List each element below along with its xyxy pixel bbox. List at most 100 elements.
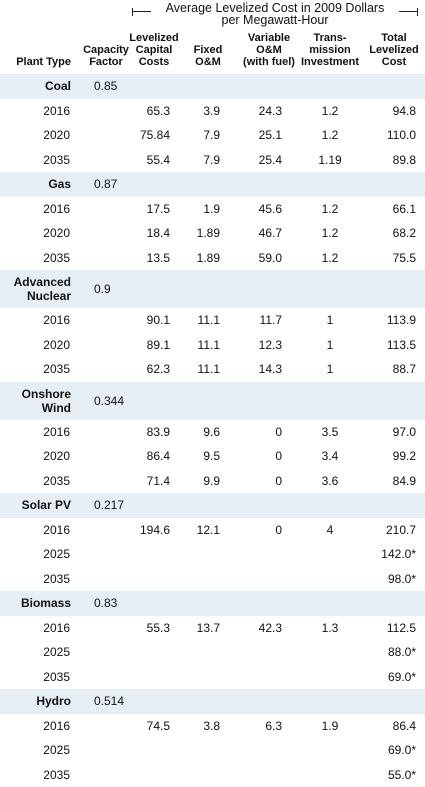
variable-om-cell: 24.3 — [250, 99, 282, 124]
fixed-om-cell: 7.9 — [186, 148, 220, 173]
year-cell: 2016 — [0, 616, 70, 641]
capital-cost-cell: 71.4 — [130, 469, 170, 494]
variable-om-cell — [250, 640, 282, 665]
fixed-om-cell — [186, 542, 220, 567]
capital-cost-cell: 65.3 — [130, 99, 170, 124]
total-cost-cell: 75.5 — [380, 246, 416, 271]
capital-cost-cell: 86.4 — [130, 444, 170, 469]
year-cell: 2035 — [0, 567, 70, 592]
fixed-om-cell — [186, 567, 220, 592]
capital-cost-cell: 62.3 — [130, 357, 170, 382]
plant-type-name: Hydro — [0, 689, 71, 714]
span-header-title: Average Levelized Cost in 2009 Dollars p… — [151, 2, 399, 26]
fixed-om-cell: 3.9 — [186, 99, 220, 124]
variable-om-cell: 0 — [250, 444, 282, 469]
plant-type-name: Biomass — [0, 591, 71, 616]
year-cell: 2016 — [0, 308, 70, 333]
total-cost-cell: 88.7 — [380, 357, 416, 382]
variable-om-cell: 42.3 — [250, 616, 282, 641]
capacity-factor-value: 0.85 — [94, 74, 134, 99]
total-cost-cell: 97.0 — [380, 420, 416, 445]
variable-om-cell: 0 — [250, 518, 282, 543]
year-cell: 2035 — [0, 148, 70, 173]
capacity-factor-value: 0.344 — [94, 382, 134, 420]
variable-om-cell: 12.3 — [250, 333, 282, 358]
variable-om-cell: 14.3 — [250, 357, 282, 382]
transmission-cell: 1.2 — [310, 99, 350, 124]
capital-cost-cell: 83.9 — [130, 420, 170, 445]
fixed-om-cell: 1.89 — [186, 221, 220, 246]
year-cell: 2035 — [0, 763, 70, 787]
capital-cost-cell — [130, 640, 170, 665]
year-cell: 2016 — [0, 197, 70, 222]
variable-om-cell: 0 — [250, 420, 282, 445]
capacity-factor-value: 0.217 — [94, 493, 134, 518]
year-cell: 2035 — [0, 246, 70, 271]
capital-cost-cell: 89.1 — [130, 333, 170, 358]
category-row: Gas 0.87 — [0, 172, 425, 197]
year-cell: 2016 — [0, 420, 70, 445]
fixed-om-cell: 1.89 — [186, 246, 220, 271]
variable-om-cell — [250, 542, 282, 567]
capital-cost-cell: 194.6 — [130, 518, 170, 543]
span-header: Average Levelized Cost in 2009 Dollars p… — [132, 2, 418, 28]
capital-cost-cell — [130, 763, 170, 787]
total-cost-cell: 69.0* — [380, 665, 416, 690]
year-cell: 2016 — [0, 518, 70, 543]
year-cell: 2035 — [0, 357, 70, 382]
variable-om-cell: 0 — [250, 469, 282, 494]
total-cost-cell: 88.0* — [380, 640, 416, 665]
capacity-factor-value: 0.514 — [94, 689, 134, 714]
transmission-cell — [310, 567, 350, 592]
variable-om-cell: 59.0 — [250, 246, 282, 271]
transmission-cell: 1.2 — [310, 221, 350, 246]
total-cost-cell: 84.9 — [380, 469, 416, 494]
transmission-cell: 1.19 — [310, 148, 350, 173]
total-cost-cell: 89.8 — [380, 148, 416, 173]
variable-om-cell: 45.6 — [250, 197, 282, 222]
plant-type-name: Coal — [0, 74, 71, 99]
column-header-capital-costs: Levelized Capital Costs — [128, 32, 180, 68]
year-cell: 2016 — [0, 714, 70, 739]
variable-om-cell: 46.7 — [250, 221, 282, 246]
fixed-om-cell — [186, 665, 220, 690]
year-cell: 2020 — [0, 123, 70, 148]
fixed-om-cell: 11.1 — [186, 333, 220, 358]
transmission-cell: 1.9 — [310, 714, 350, 739]
transmission-cell — [310, 763, 350, 787]
year-row: 2035 55.0* — [0, 763, 425, 787]
plant-type-name: Gas — [0, 172, 71, 197]
capacity-factor-value: 0.87 — [94, 172, 134, 197]
fixed-om-cell: 11.1 — [186, 357, 220, 382]
fixed-om-cell: 3.8 — [186, 714, 220, 739]
capital-cost-cell: 17.5 — [130, 197, 170, 222]
total-cost-cell: 110.0 — [380, 123, 416, 148]
total-cost-cell: 55.0* — [380, 763, 416, 787]
fixed-om-cell: 11.1 — [186, 308, 220, 333]
transmission-cell: 3.5 — [310, 420, 350, 445]
capital-cost-cell: 18.4 — [130, 221, 170, 246]
levelized-cost-table-page: Average Levelized Cost in 2009 Dollars p… — [0, 0, 425, 759]
total-cost-cell: 112.5 — [380, 616, 416, 641]
total-cost-cell: 210.7 — [380, 518, 416, 543]
year-cell: 2020 — [0, 444, 70, 469]
fixed-om-cell: 7.9 — [186, 123, 220, 148]
variable-om-cell: 6.3 — [250, 714, 282, 739]
capital-cost-cell: 55.3 — [130, 616, 170, 641]
